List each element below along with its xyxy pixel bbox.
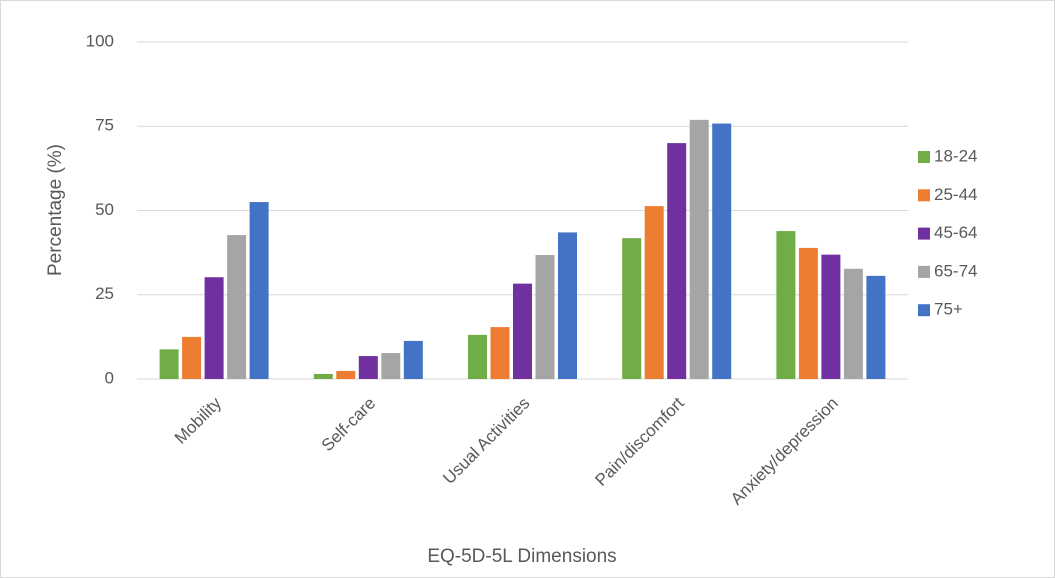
bar xyxy=(358,356,378,379)
y-tick-label: 100 xyxy=(86,31,114,50)
y-tick-label: 0 xyxy=(105,368,114,387)
legend-swatch xyxy=(918,227,930,240)
y-axis-title: Percentage (%) xyxy=(45,144,66,276)
y-tick-label: 25 xyxy=(95,284,114,303)
bar xyxy=(667,143,687,379)
legend-swatch xyxy=(918,189,930,202)
bar xyxy=(821,254,841,379)
y-tick-label: 50 xyxy=(95,200,114,219)
bar xyxy=(381,353,401,379)
legend-label: 75+ xyxy=(934,300,963,319)
bar xyxy=(159,349,179,379)
legend-label: 45-64 xyxy=(934,223,977,242)
legend-swatch xyxy=(918,304,930,317)
bar xyxy=(249,202,269,379)
bar xyxy=(644,206,664,379)
bar xyxy=(204,277,224,379)
bar xyxy=(866,275,886,379)
bar xyxy=(558,232,577,379)
bar xyxy=(513,283,532,379)
bar xyxy=(227,235,247,379)
bar xyxy=(622,238,642,379)
bar xyxy=(336,370,356,379)
bar xyxy=(182,336,202,379)
legend-label: 65-74 xyxy=(934,261,977,280)
bar xyxy=(535,254,555,379)
bar xyxy=(468,334,487,379)
legend-label: 18-24 xyxy=(934,146,977,165)
legend-swatch xyxy=(918,151,930,163)
bar xyxy=(798,247,818,379)
bar xyxy=(403,340,423,379)
bar xyxy=(776,231,796,379)
bar xyxy=(313,373,333,379)
y-tick-label: 75 xyxy=(95,116,114,135)
bar xyxy=(712,123,732,379)
legend-swatch xyxy=(918,265,930,278)
bar xyxy=(689,119,709,380)
x-axis-title: EQ-5D-5L Dimensions xyxy=(427,546,616,567)
bar xyxy=(843,268,863,379)
bar xyxy=(490,327,510,379)
legend-label: 25-44 xyxy=(934,185,977,204)
